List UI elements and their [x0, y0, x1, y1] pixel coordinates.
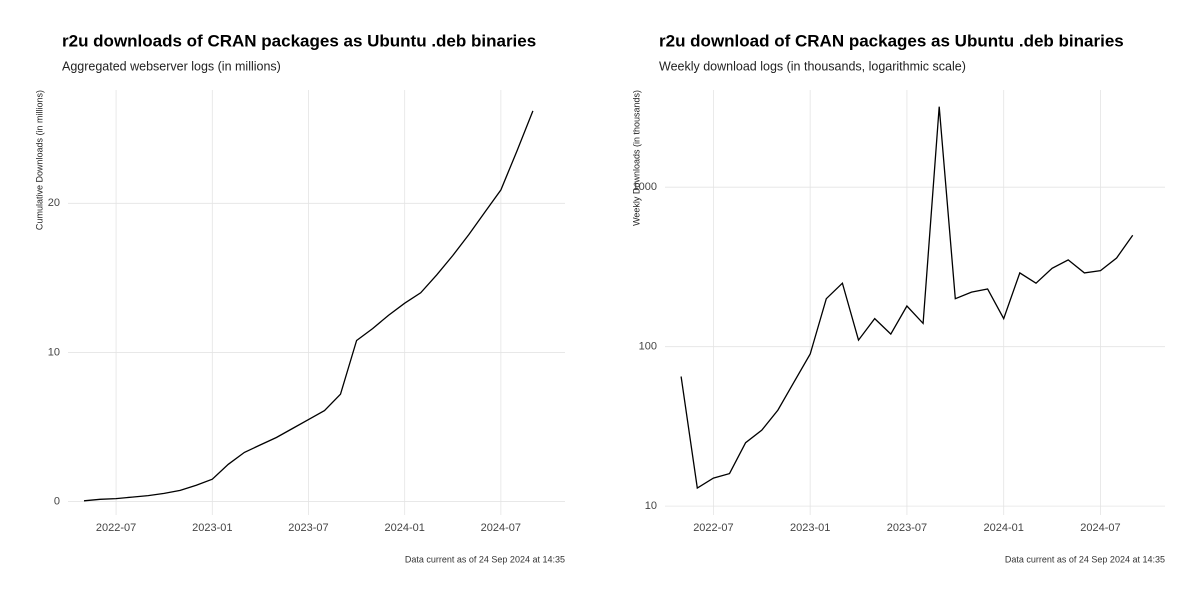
x-tick-label: 2023-01 — [192, 522, 232, 534]
caption: Data current as of 24 Sep 2024 at 14:35 — [1005, 554, 1165, 564]
caption: Data current as of 24 Sep 2024 at 14:35 — [405, 554, 565, 564]
y-tick-label: 0 — [54, 495, 60, 507]
x-tick-label: 2024-01 — [984, 522, 1024, 534]
data-line — [680, 106, 1134, 490]
chart-subtitle: Weekly download logs (in thousands, loga… — [659, 59, 966, 73]
x-tick-label: 2023-01 — [790, 522, 830, 534]
x-tick-label: 2024-01 — [384, 522, 424, 534]
chart-title: r2u downloads of CRAN packages as Ubuntu… — [62, 31, 536, 50]
data-line — [83, 110, 534, 502]
chart-subtitle: Aggregated webserver logs (in millions) — [62, 59, 281, 73]
y-axis-title: Cumulative Downloads (in millions) — [34, 90, 44, 230]
x-tick-label: 2023-07 — [288, 522, 328, 534]
x-tick-label: 2023-07 — [887, 522, 927, 534]
x-tick-label: 2024-07 — [481, 522, 521, 534]
x-tick-label: 2022-07 — [693, 522, 733, 534]
y-tick-label: 10 — [645, 500, 657, 512]
y-tick-label: 20 — [48, 197, 60, 209]
y-tick-label: 10 — [48, 346, 60, 358]
x-tick-label: 2022-07 — [96, 522, 136, 534]
y-tick-label: 100 — [639, 341, 657, 353]
x-tick-label: 2024-07 — [1080, 522, 1120, 534]
y-tick-label: 1000 — [633, 181, 657, 193]
chart-title: r2u download of CRAN packages as Ubuntu … — [659, 31, 1124, 50]
y-axis-title: Weekly Downloads (in thousands) — [631, 90, 641, 226]
